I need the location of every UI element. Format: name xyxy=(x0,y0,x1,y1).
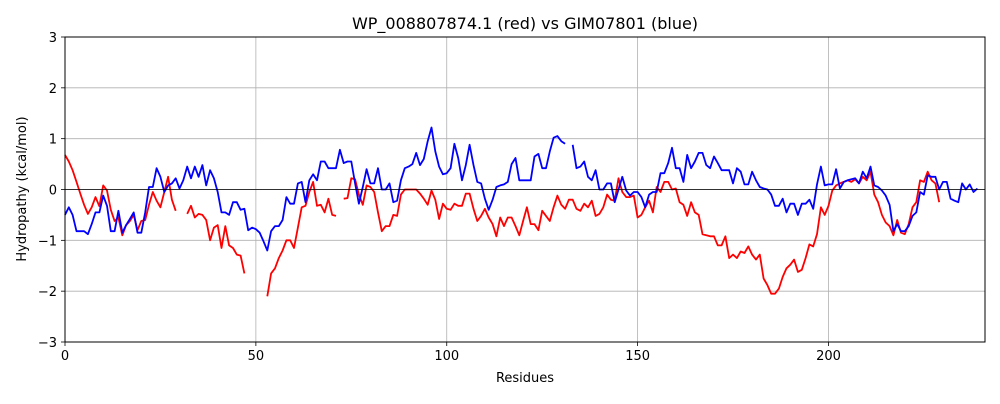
chart-title: WP_008807874.1 (red) vs GIM07801 (blue) xyxy=(352,14,698,34)
y-tick-label: 2 xyxy=(49,82,57,97)
series-0-line xyxy=(343,170,941,295)
axes: 0 50 100 150 200 −3 −2 −1 0 1 2 3 xyxy=(38,31,986,364)
series-lines xyxy=(64,126,979,297)
series-1-line xyxy=(571,144,979,233)
series-0-line xyxy=(186,204,246,274)
x-tick-label: 150 xyxy=(625,349,650,364)
x-tick-label: 200 xyxy=(816,349,841,364)
series-0-line xyxy=(266,180,337,297)
x-tick-label: 50 xyxy=(248,349,265,364)
x-tick-label: 100 xyxy=(434,349,459,364)
y-tick-label: 1 xyxy=(49,133,57,148)
y-axis-label: Hydropathy (kcal/mol) xyxy=(15,116,30,261)
y-tick-label: 3 xyxy=(49,31,57,46)
y-tick-label: −3 xyxy=(38,336,57,351)
x-tick-label: 0 xyxy=(61,349,69,364)
series-1-line xyxy=(64,126,566,252)
x-axis-label: Residues xyxy=(496,371,554,386)
y-tick-label: −1 xyxy=(38,234,57,249)
y-tick-label: −2 xyxy=(38,285,57,300)
y-tick-label: 0 xyxy=(49,184,57,199)
